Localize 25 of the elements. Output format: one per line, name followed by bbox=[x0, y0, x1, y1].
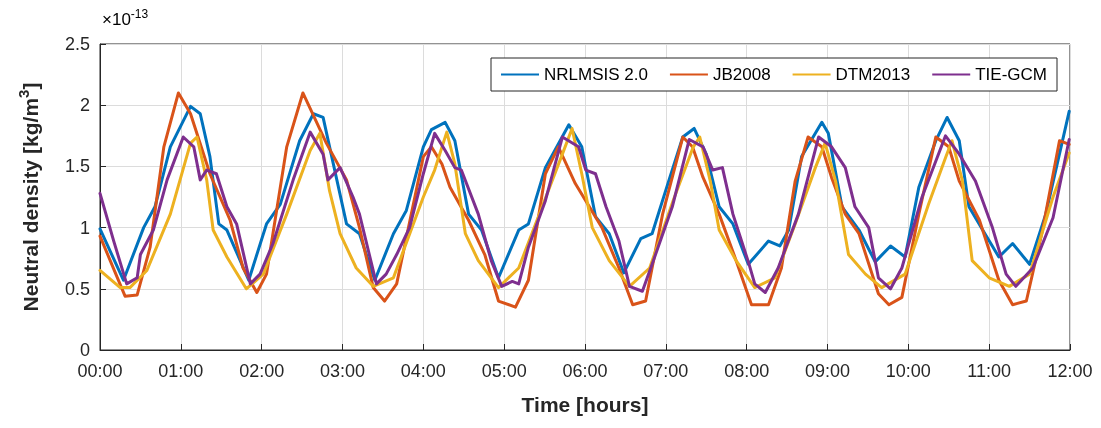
y-axis-title: Neutral density [kg/m3] bbox=[15, 82, 42, 312]
legend-label: TIE-GCM bbox=[975, 65, 1048, 84]
x-tick-label: 12:00 bbox=[1047, 361, 1093, 381]
y-tick-label: 0.5 bbox=[64, 278, 90, 299]
x-tick-label: 01:00 bbox=[158, 361, 204, 381]
legend-label: DTM2013 bbox=[835, 65, 911, 84]
y-tick-label: 0 bbox=[79, 340, 90, 360]
y-tick-label: 2 bbox=[79, 95, 90, 116]
x-tick-label: 04:00 bbox=[400, 361, 446, 381]
x-tick-label: 10:00 bbox=[885, 361, 931, 381]
x-tick-label: 02:00 bbox=[239, 361, 285, 381]
y-tick-label: 2.5 bbox=[64, 34, 90, 54]
legend-label: JB2008 bbox=[712, 65, 771, 84]
y-tick-label: 1.5 bbox=[64, 156, 90, 177]
x-axis-title: Time [hours] bbox=[521, 393, 649, 416]
x-tick-label: 06:00 bbox=[562, 361, 608, 381]
x-tick-label: 07:00 bbox=[643, 361, 689, 381]
x-tick-label: 05:00 bbox=[481, 361, 527, 381]
legend-label: NRLMSIS 2.0 bbox=[544, 65, 648, 84]
x-tick-label: 11:00 bbox=[967, 361, 1012, 381]
x-tick-label: 03:00 bbox=[319, 361, 366, 381]
y-tick-label: 1 bbox=[79, 217, 90, 238]
x-tick-label: 08:00 bbox=[724, 361, 770, 381]
x-tick-label: 00:00 bbox=[77, 361, 123, 381]
x-tick-label: 09:00 bbox=[804, 361, 851, 381]
